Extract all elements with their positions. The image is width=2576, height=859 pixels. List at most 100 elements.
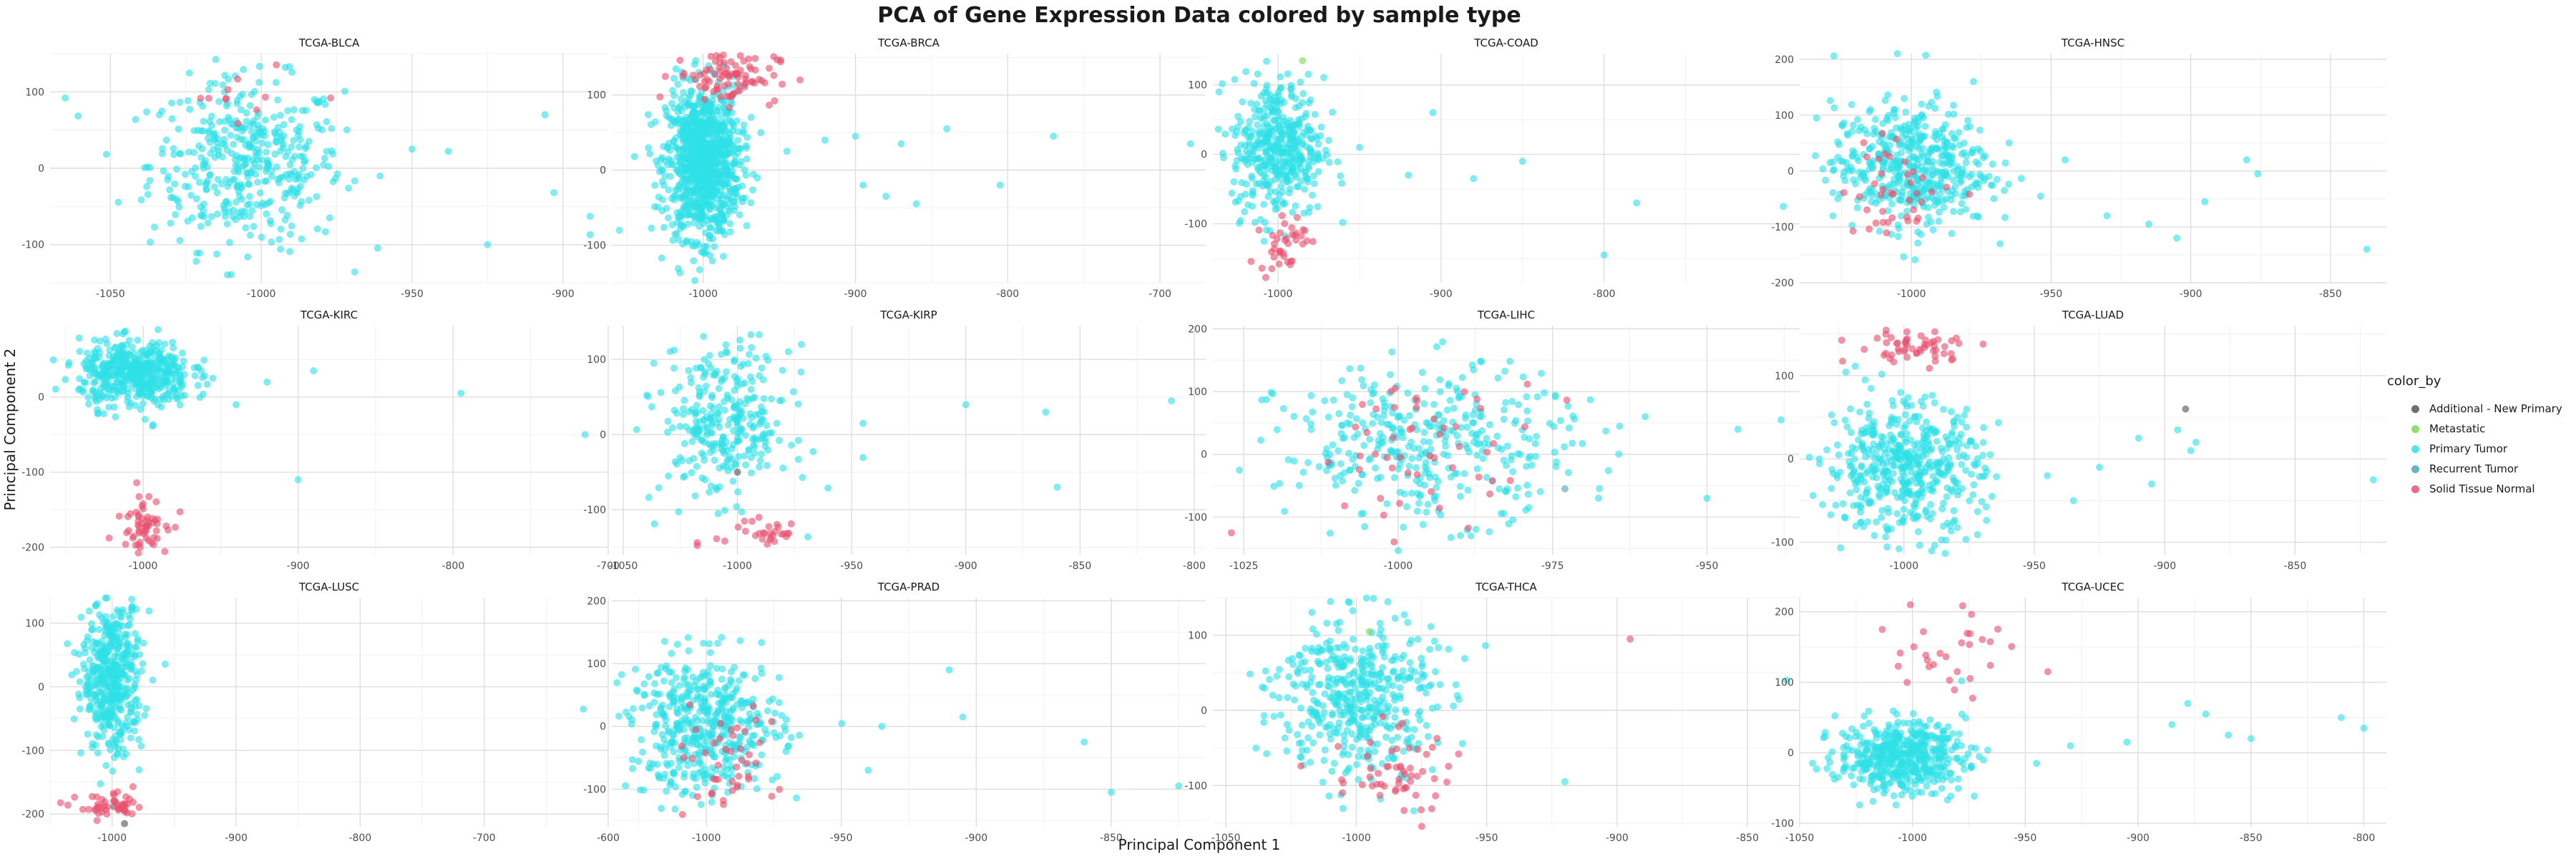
y-tick-label: -100 bbox=[1771, 222, 1794, 233]
data-point bbox=[1830, 52, 1838, 60]
data-point bbox=[1850, 455, 1858, 463]
data-point bbox=[1855, 193, 1863, 200]
data-point bbox=[238, 183, 246, 190]
data-point bbox=[1293, 213, 1301, 221]
data-point bbox=[1879, 140, 1887, 148]
data-point bbox=[294, 132, 302, 140]
data-point bbox=[132, 541, 140, 549]
data-point bbox=[804, 533, 811, 540]
data-point bbox=[286, 230, 294, 238]
data-point bbox=[320, 161, 328, 169]
data-point bbox=[1387, 371, 1394, 379]
data-point bbox=[1455, 394, 1463, 402]
data-point bbox=[280, 194, 288, 202]
x-tick-label: -900 bbox=[2153, 560, 2176, 572]
data-point bbox=[242, 224, 250, 232]
data-point bbox=[1940, 350, 1948, 357]
data-point bbox=[92, 731, 100, 739]
data-point bbox=[1854, 116, 1861, 124]
data-point bbox=[738, 508, 746, 516]
data-point bbox=[1435, 504, 1443, 512]
data-point bbox=[541, 111, 549, 119]
data-point bbox=[651, 181, 659, 189]
data-point bbox=[1447, 473, 1455, 481]
data-point bbox=[116, 705, 124, 713]
data-point bbox=[102, 335, 109, 343]
data-point bbox=[1307, 96, 1314, 104]
data-point bbox=[1413, 404, 1420, 412]
data-point bbox=[240, 66, 248, 74]
data-point bbox=[158, 355, 166, 362]
data-point bbox=[1281, 508, 1289, 515]
data-point bbox=[284, 148, 292, 155]
data-point bbox=[246, 231, 254, 239]
data-point bbox=[286, 63, 293, 71]
data-point bbox=[1913, 440, 1921, 447]
data-point bbox=[710, 134, 718, 142]
data-point bbox=[1408, 455, 1416, 462]
data-point bbox=[779, 80, 786, 88]
data-point bbox=[658, 178, 666, 185]
data-point bbox=[1304, 165, 1312, 172]
data-point bbox=[1917, 480, 1925, 487]
data-point bbox=[193, 363, 201, 371]
data-point bbox=[721, 374, 728, 382]
data-point bbox=[1262, 396, 1270, 404]
data-point bbox=[1910, 206, 1918, 213]
data-point bbox=[1346, 365, 1354, 373]
data-point bbox=[1310, 155, 1318, 162]
data-point bbox=[1873, 518, 1880, 526]
data-point bbox=[1902, 108, 1910, 116]
data-point bbox=[648, 224, 655, 232]
data-point bbox=[696, 119, 704, 127]
data-point bbox=[1834, 138, 1842, 146]
data-point bbox=[95, 626, 103, 634]
data-point bbox=[318, 126, 326, 134]
data-point bbox=[1287, 145, 1295, 153]
data-point bbox=[204, 135, 212, 142]
data-point bbox=[776, 397, 784, 404]
data-point bbox=[85, 607, 93, 615]
data-point bbox=[234, 120, 242, 127]
data-point bbox=[174, 396, 182, 403]
y-tick-label: -100 bbox=[583, 241, 606, 252]
data-point bbox=[96, 611, 103, 618]
data-point bbox=[323, 118, 331, 125]
data-point bbox=[643, 392, 650, 399]
data-point bbox=[194, 127, 202, 135]
data-point bbox=[147, 238, 154, 246]
data-point bbox=[374, 244, 381, 252]
data-point bbox=[240, 136, 248, 144]
data-point bbox=[1911, 256, 1919, 263]
data-point bbox=[691, 492, 699, 500]
data-point bbox=[152, 527, 160, 535]
x-tick-label: -850 bbox=[1069, 560, 1092, 572]
data-point bbox=[1856, 408, 1864, 416]
data-point bbox=[1267, 154, 1275, 162]
data-point bbox=[1565, 424, 1573, 432]
data-point bbox=[711, 126, 719, 134]
data-point bbox=[705, 440, 713, 448]
data-point bbox=[1304, 126, 1312, 133]
x-tick-label: -1000 bbox=[723, 560, 752, 572]
facet-panel: TCGA-HNSC-1000 -950 -900 -850-200-100010020… bbox=[1771, 37, 2386, 300]
data-point bbox=[1891, 106, 1899, 114]
data-point bbox=[1918, 162, 1926, 170]
data-point bbox=[1486, 490, 1494, 498]
data-point bbox=[726, 116, 734, 124]
data-point bbox=[110, 372, 118, 380]
data-point bbox=[743, 134, 751, 141]
data-point bbox=[730, 358, 738, 365]
data-point bbox=[1921, 122, 1929, 130]
data-point bbox=[1320, 74, 1327, 82]
data-point bbox=[2148, 480, 2155, 488]
data-point bbox=[200, 117, 208, 125]
data-point bbox=[1929, 462, 1937, 470]
data-point bbox=[1964, 117, 1972, 125]
data-point bbox=[1234, 149, 1242, 157]
data-point bbox=[1941, 343, 1948, 351]
data-point bbox=[700, 183, 708, 190]
data-point bbox=[683, 237, 691, 245]
data-point bbox=[1894, 163, 1902, 171]
